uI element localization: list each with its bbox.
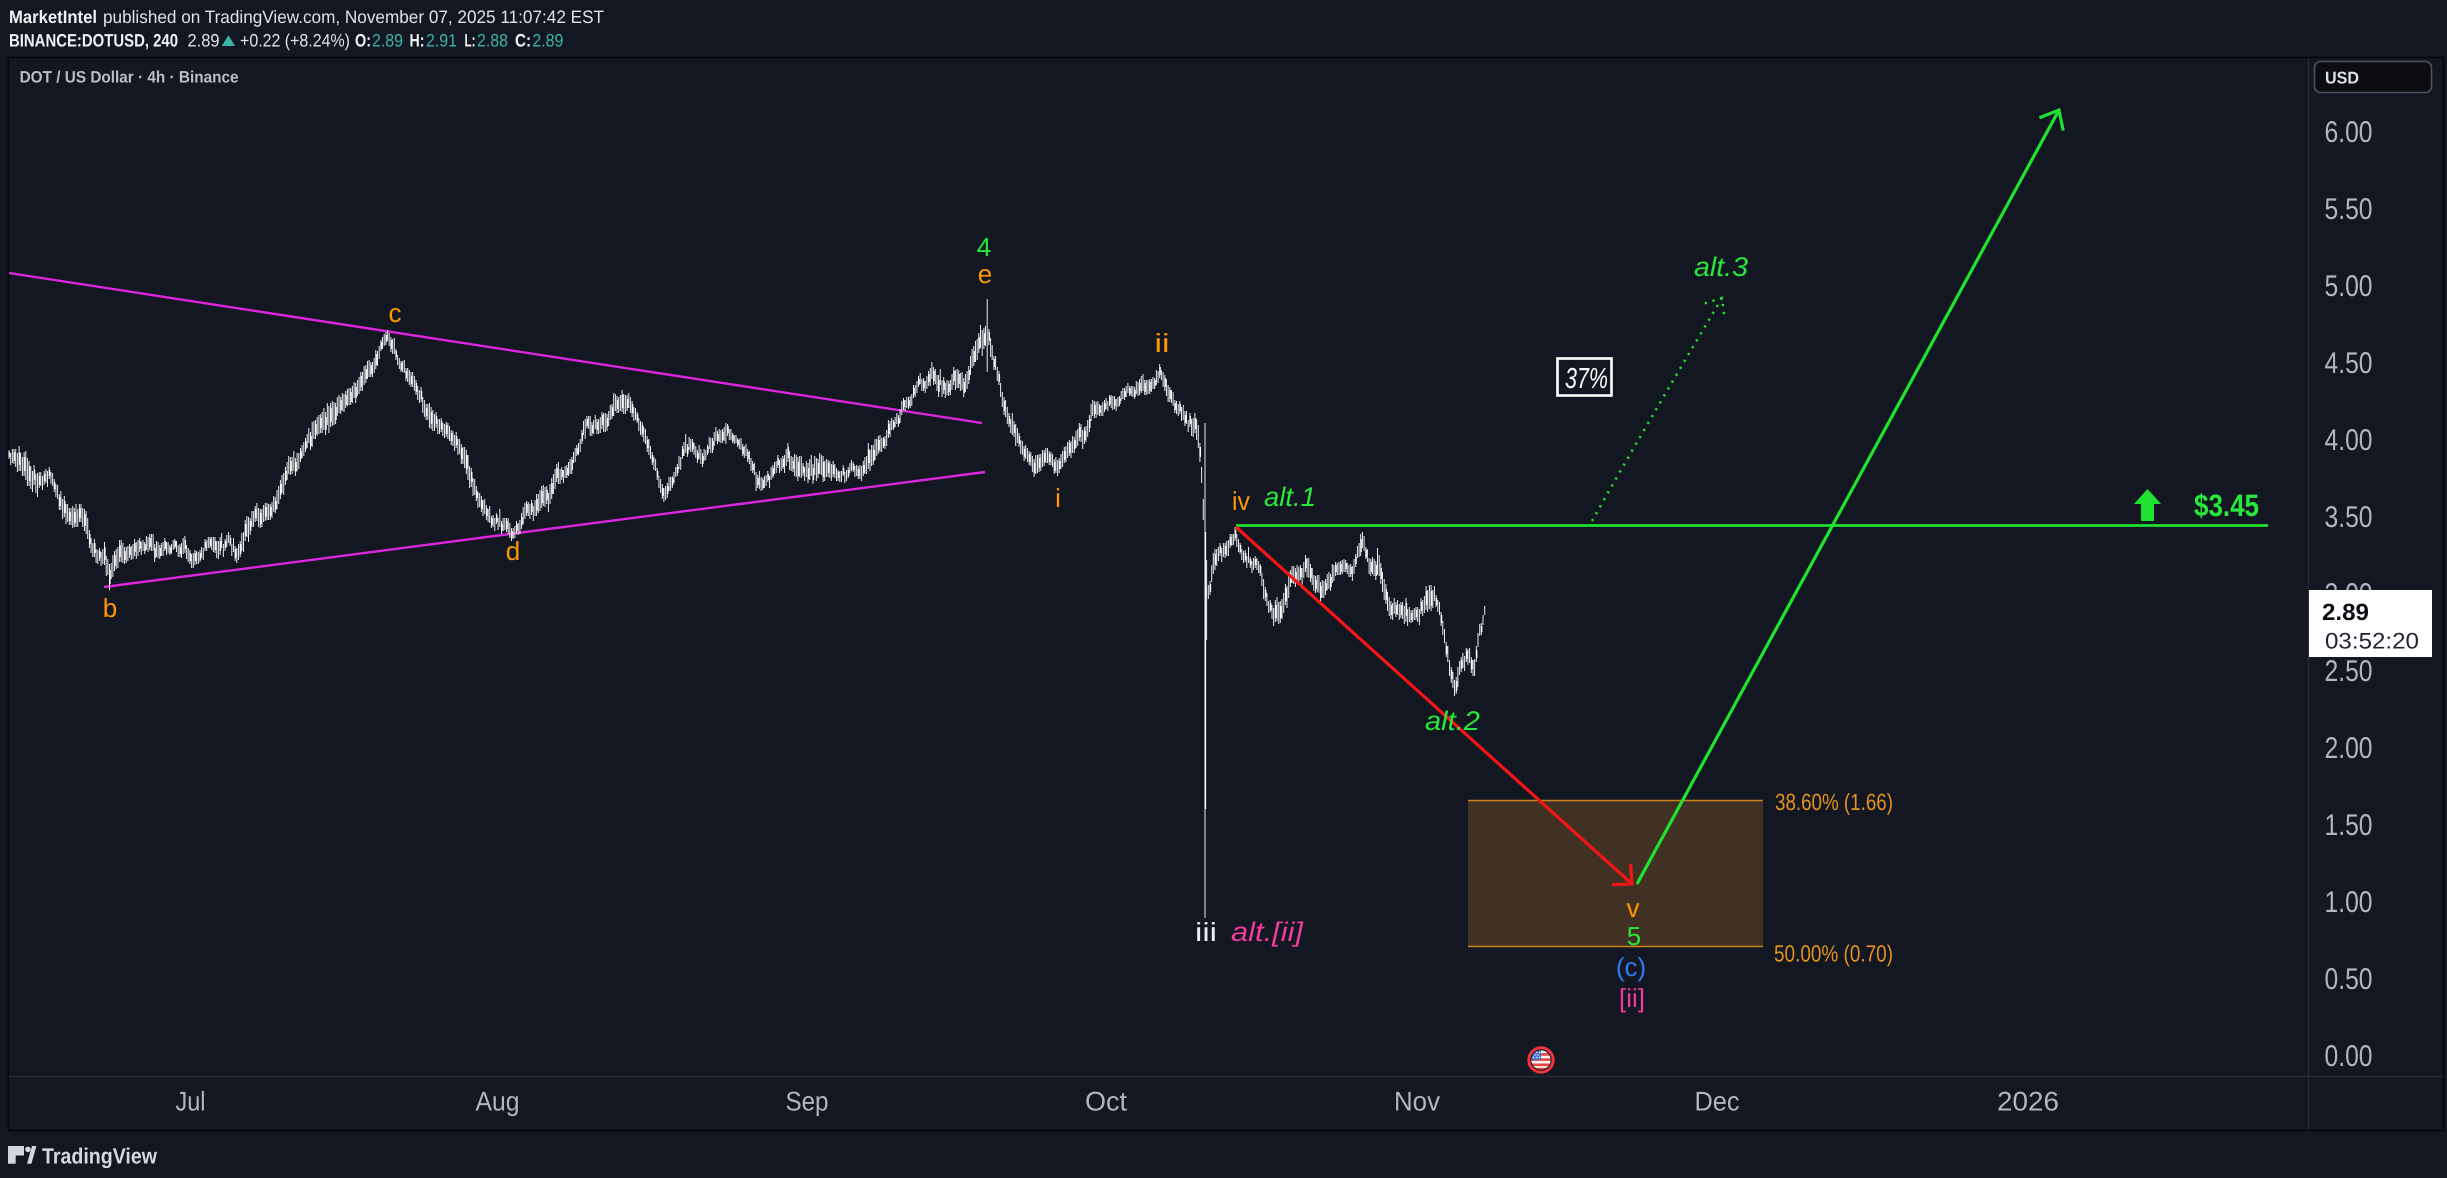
svg-text:4.00: 4.00 xyxy=(2325,424,2373,457)
svg-text:Aug: Aug xyxy=(476,1087,520,1117)
svg-text:5.50: 5.50 xyxy=(2325,193,2373,226)
svg-text:(c): (c) xyxy=(1616,952,1646,982)
svg-text:alt.[ii]: alt.[ii] xyxy=(1231,917,1305,947)
svg-text:50.00% (0.70): 50.00% (0.70) xyxy=(1774,941,1893,967)
svg-text:published on TradingView.com,: published on TradingView.com, November 0… xyxy=(103,7,604,27)
svg-text:37%: 37% xyxy=(1565,363,1608,395)
svg-text:1.50: 1.50 xyxy=(2325,809,2373,842)
svg-text:2.00: 2.00 xyxy=(2325,732,2373,765)
svg-text:DOT / US Dollar · 4h · Binance: DOT / US Dollar · 4h · Binance xyxy=(20,69,239,87)
svg-text:BINANCE:DOTUSD, 240: BINANCE:DOTUSD, 240 xyxy=(9,30,178,50)
svg-text:iii: iii xyxy=(1195,917,1217,947)
svg-text:Dec: Dec xyxy=(1695,1087,1740,1117)
svg-text:4.50: 4.50 xyxy=(2325,347,2373,380)
svg-text:2026: 2026 xyxy=(1997,1087,2059,1117)
svg-text:2.89: 2.89 xyxy=(372,30,403,50)
svg-text:iv: iv xyxy=(1232,486,1250,516)
svg-text:6.00: 6.00 xyxy=(2325,116,2373,149)
svg-text:O:: O: xyxy=(355,30,371,50)
svg-text:H:: H: xyxy=(410,30,425,50)
svg-text:+0.22 (+8.24%): +0.22 (+8.24%) xyxy=(240,30,350,50)
svg-text:alt.2: alt.2 xyxy=(1425,706,1480,736)
svg-text:v: v xyxy=(1627,893,1640,923)
svg-text:MarketIntel: MarketIntel xyxy=(9,7,97,27)
svg-text:2.91: 2.91 xyxy=(426,30,457,50)
svg-text:USD: USD xyxy=(2325,69,2359,88)
svg-text:c: c xyxy=(389,298,402,328)
svg-text:Jul: Jul xyxy=(176,1087,206,1117)
svg-text:4: 4 xyxy=(977,232,991,262)
svg-text:2.88: 2.88 xyxy=(477,30,508,50)
svg-text:5: 5 xyxy=(1627,921,1641,951)
svg-text:2.89: 2.89 xyxy=(532,30,563,50)
svg-text:1.00: 1.00 xyxy=(2325,886,2373,919)
svg-text:[ii]: [ii] xyxy=(1619,983,1645,1013)
svg-text:alt.3: alt.3 xyxy=(1694,252,1748,282)
svg-text:Oct: Oct xyxy=(1085,1087,1127,1117)
svg-text:2.50: 2.50 xyxy=(2325,655,2373,688)
svg-text:d: d xyxy=(506,536,520,566)
svg-text:0.50: 0.50 xyxy=(2325,963,2373,996)
svg-text:ii: ii xyxy=(1155,328,1170,358)
svg-text:L:: L: xyxy=(465,30,476,50)
svg-text:e: e xyxy=(978,259,992,289)
svg-text:$3.45: $3.45 xyxy=(2194,488,2259,523)
svg-text:5.00: 5.00 xyxy=(2325,270,2373,303)
svg-text:2.89: 2.89 xyxy=(2322,599,2369,625)
svg-text:0.00: 0.00 xyxy=(2325,1040,2373,1073)
svg-text:3.50: 3.50 xyxy=(2325,501,2373,534)
svg-text:38.60% (1.66): 38.60% (1.66) xyxy=(1775,789,1893,815)
svg-text:03:52:20: 03:52:20 xyxy=(2325,629,2419,654)
svg-text:2.89: 2.89 xyxy=(188,30,220,50)
svg-text:i: i xyxy=(1055,483,1061,513)
svg-text:alt.1: alt.1 xyxy=(1264,482,1316,512)
svg-text:Nov: Nov xyxy=(1394,1087,1440,1117)
svg-text:C:: C: xyxy=(515,30,531,50)
svg-text:b: b xyxy=(103,593,117,623)
svg-text:TradingView: TradingView xyxy=(42,1144,158,1169)
svg-text:Sep: Sep xyxy=(786,1087,829,1117)
